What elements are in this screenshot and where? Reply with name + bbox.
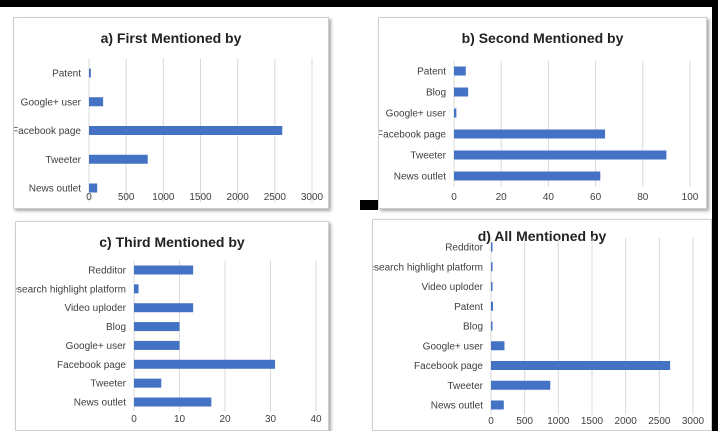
chart-title-a: a) First Mentioned by <box>100 30 242 46</box>
bar <box>134 284 139 294</box>
chart-panel-b: b) Second Mentioned by 0 20 40 60 80 100 Paten… <box>378 17 707 209</box>
category-label: Blog <box>426 88 446 99</box>
bar <box>491 400 504 410</box>
category-label: Video uploder <box>421 282 483 293</box>
category-label: News outlet <box>394 172 446 183</box>
category-label: Tweeter <box>90 379 126 390</box>
category-label: Research highlight platform <box>16 284 126 295</box>
x-tick-label: 0 <box>86 192 92 203</box>
bar <box>134 340 180 350</box>
category-label: Facebook page <box>379 130 446 141</box>
x-tick-label: 500 <box>516 416 533 427</box>
chart-title-c: c) Third Mentioned by <box>99 234 245 250</box>
bar <box>454 87 469 97</box>
frame-divider <box>360 200 378 210</box>
bar <box>491 380 551 390</box>
category-label: Tweeter <box>447 381 483 392</box>
x-tick-label: 10 <box>174 414 186 425</box>
bar <box>89 183 98 193</box>
bar <box>89 97 104 107</box>
chart-panel-c: c) Third Mentioned by 0 10 20 30 40 Redditor R… <box>15 221 329 431</box>
x-tick-label: 80 <box>637 192 649 203</box>
x-tick-label: 0 <box>131 414 137 425</box>
category-label: News outlet <box>29 184 81 195</box>
bar <box>89 154 148 164</box>
category-label: Tweeter <box>410 151 446 162</box>
bar <box>491 262 493 272</box>
chart-panel-d: d) All Mentioned by 0 500 1000 1500 2000 2500… <box>372 219 712 431</box>
x-tick-label: 2000 <box>615 416 638 427</box>
x-tick-label: 2500 <box>264 192 287 203</box>
bar <box>454 108 457 118</box>
category-label: Redditor <box>445 243 483 254</box>
x-tick-label: 1500 <box>189 192 212 203</box>
category-label: Facebook page <box>14 126 81 137</box>
chart-b-svg: 0 20 40 60 80 100 Patent Blog Google+ user Facebo… <box>379 60 699 203</box>
category-label: Research highlight platform <box>373 262 483 273</box>
bar <box>491 361 671 370</box>
x-tick-label: 3000 <box>301 192 324 203</box>
bar <box>491 301 494 311</box>
bar <box>89 68 91 78</box>
category-label: Google+ user <box>423 341 484 352</box>
chart-title-b: b) Second Mentioned by <box>461 30 624 46</box>
x-tick-label: 0 <box>451 192 457 203</box>
x-tick-label: 20 <box>219 414 231 425</box>
category-label: Redditor <box>88 266 126 277</box>
bar <box>491 242 493 252</box>
category-label: Patent <box>454 302 483 313</box>
frame-top-border <box>0 0 718 7</box>
bar <box>491 282 493 291</box>
bar <box>134 265 194 275</box>
category-label: Tweeter <box>45 155 81 166</box>
bar <box>454 66 466 76</box>
chart-title-d: d) All Mentioned by <box>477 228 607 244</box>
bar <box>134 303 194 313</box>
category-label: News outlet <box>74 398 126 409</box>
bar <box>454 129 606 139</box>
x-tick-label: 500 <box>118 192 135 203</box>
x-tick-label: 0 <box>488 416 494 427</box>
category-label: Patent <box>417 67 446 78</box>
x-tick-label: 100 <box>682 192 699 203</box>
bar <box>491 321 493 331</box>
chart-d-svg: 0 500 1000 1500 2000 2500 3000 Redditor Research… <box>373 237 705 427</box>
chart-c-svg: 0 10 20 30 40 Redditor Research highlight plat… <box>16 260 322 425</box>
bar <box>491 341 505 351</box>
x-tick-label: 2500 <box>648 416 671 427</box>
bar <box>134 359 276 369</box>
bar <box>134 397 212 407</box>
x-tick-label: 1000 <box>547 416 570 427</box>
category-label: Blog <box>463 322 483 333</box>
x-tick-label: 40 <box>310 414 322 425</box>
category-label: Facebook page <box>57 360 126 371</box>
category-label: News outlet <box>431 401 483 412</box>
category-label: Patent <box>52 69 81 80</box>
x-tick-label: 30 <box>265 414 277 425</box>
bar <box>454 171 601 181</box>
category-label: Facebook page <box>414 361 483 372</box>
x-tick-label: 20 <box>496 192 508 203</box>
x-tick-label: 60 <box>590 192 602 203</box>
x-tick-label: 40 <box>543 192 555 203</box>
category-label: Google+ user <box>21 97 82 108</box>
x-tick-label: 3000 <box>682 416 705 427</box>
frame-right-border <box>712 0 718 431</box>
category-label: Video uploder <box>64 303 126 314</box>
x-tick-label: 1000 <box>152 192 175 203</box>
chart-panel-a: a) First Mentioned by 0 500 1000 1500 2000 25… <box>13 17 329 209</box>
bar <box>134 322 180 332</box>
bar <box>89 126 283 135</box>
x-tick-label: 2000 <box>227 192 250 203</box>
bar <box>134 378 162 388</box>
bar <box>454 150 667 160</box>
x-tick-label: 1500 <box>581 416 604 427</box>
category-label: Blog <box>106 322 126 333</box>
category-label: Google+ user <box>386 109 447 120</box>
category-label: Google+ user <box>66 341 127 352</box>
chart-a-svg: 0 500 1000 1500 2000 2500 3000 Patent Google+ us… <box>14 58 324 203</box>
